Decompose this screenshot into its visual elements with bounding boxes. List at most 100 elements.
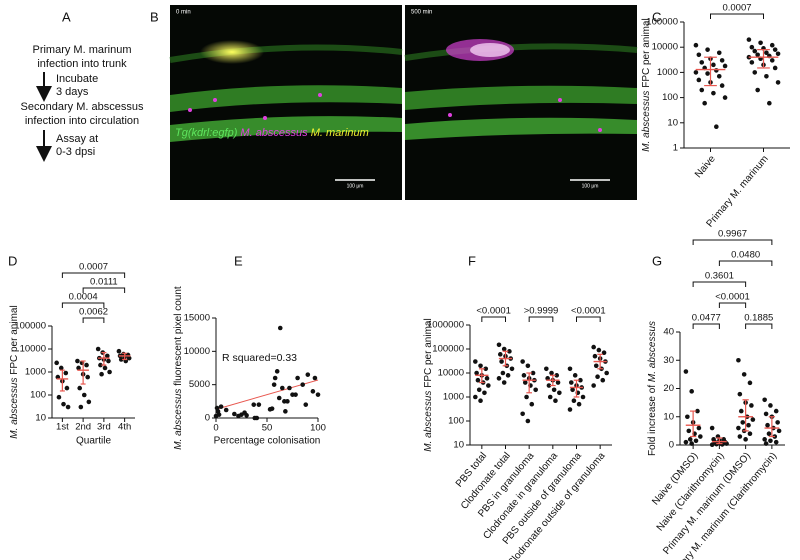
data-point bbox=[529, 401, 535, 407]
y-axis-label: M. abscessus fluorescent pixel count bbox=[173, 286, 184, 450]
data-point bbox=[216, 412, 222, 417]
significance-bracket bbox=[710, 13, 764, 19]
x-tick-label: 100 bbox=[310, 423, 326, 434]
data-point bbox=[107, 369, 112, 375]
data-point bbox=[571, 398, 577, 404]
p-value: 0.0477 bbox=[692, 313, 721, 324]
data-point bbox=[78, 404, 84, 410]
y-tick-label: 1000 bbox=[443, 392, 464, 403]
p-value: 0.0062 bbox=[79, 307, 108, 318]
data-point bbox=[714, 68, 719, 73]
significance-bracket bbox=[692, 281, 747, 287]
y-axis-label-part: M. abscessus bbox=[647, 321, 658, 382]
data-point bbox=[86, 399, 92, 405]
y-axis-label-part: FPC per animal bbox=[423, 318, 434, 390]
y-tick-label: 10 bbox=[453, 440, 464, 451]
data-point bbox=[752, 70, 758, 75]
data-point bbox=[773, 408, 779, 414]
significance-bracket bbox=[82, 317, 105, 323]
x-tick-label: 50 bbox=[262, 423, 273, 434]
step-text: Primary M. marinum bbox=[32, 44, 131, 56]
significance-bracket bbox=[718, 302, 747, 308]
data-point bbox=[775, 80, 781, 85]
data-point bbox=[763, 441, 769, 446]
data-point bbox=[280, 385, 285, 391]
x-tick-label: 3rd bbox=[97, 422, 111, 433]
data-point bbox=[591, 344, 596, 350]
data-point bbox=[764, 74, 769, 79]
p-value: 0.1885 bbox=[744, 313, 773, 324]
data-point bbox=[705, 71, 710, 76]
y-axis-label-part: FPC per animal bbox=[9, 305, 20, 377]
y-axis-label-part: Fold increase of bbox=[647, 382, 658, 456]
data-point bbox=[580, 394, 586, 400]
p-value: 0.9967 bbox=[718, 229, 747, 240]
data-point bbox=[693, 70, 699, 75]
arrow-note: Assay at bbox=[56, 133, 98, 145]
y-tick-label: 30 bbox=[663, 355, 674, 366]
y-axis-label: Fold increase of M. abscessus bbox=[647, 321, 658, 456]
significance-bracket bbox=[528, 316, 554, 322]
data-point bbox=[520, 359, 525, 364]
data-point bbox=[689, 441, 694, 446]
p-value: 0.0004 bbox=[69, 292, 98, 303]
data-point bbox=[476, 387, 482, 393]
data-point bbox=[549, 370, 554, 376]
data-point bbox=[272, 375, 278, 381]
data-point bbox=[762, 437, 767, 442]
data-point bbox=[722, 95, 728, 100]
data-point bbox=[63, 370, 69, 376]
data-point bbox=[484, 376, 490, 381]
data-point bbox=[274, 369, 280, 374]
data-point bbox=[762, 397, 767, 403]
data-point bbox=[81, 392, 87, 398]
data-point bbox=[591, 383, 596, 388]
micrograph: 0 min 100 μm Tg(kdrl:egfp) M. abscessus … bbox=[169, 5, 403, 200]
data-point bbox=[521, 373, 527, 378]
x-axis-label: Percentage colonisation bbox=[214, 436, 321, 447]
data-point bbox=[689, 389, 694, 394]
y-axis-label: M. abscessus FPC per animal bbox=[9, 305, 20, 438]
y-tick-label: 100000 bbox=[646, 17, 678, 28]
data-point bbox=[719, 83, 725, 88]
scale-bar-label: 100 μm bbox=[347, 183, 364, 189]
data-point bbox=[56, 394, 62, 400]
data-point bbox=[698, 434, 703, 439]
data-point bbox=[61, 401, 66, 407]
y-axis-label-part: M. abscessus bbox=[423, 391, 434, 452]
panel-label: C bbox=[652, 9, 661, 24]
data-point bbox=[500, 370, 506, 376]
data-point bbox=[232, 411, 237, 417]
data-point bbox=[683, 439, 689, 445]
y-tick-label: 10 bbox=[667, 117, 678, 128]
data-point bbox=[724, 441, 729, 446]
data-point bbox=[478, 398, 483, 404]
step-text: infection into trunk bbox=[37, 58, 127, 70]
y-axis-label: M. abscessus FPC per animal bbox=[641, 18, 652, 151]
data-point bbox=[555, 380, 561, 385]
data-point bbox=[709, 425, 715, 431]
data-point bbox=[696, 425, 702, 431]
y-tick-label: 10000 bbox=[438, 368, 464, 379]
data-point bbox=[747, 431, 753, 437]
data-point bbox=[509, 366, 515, 372]
data-point bbox=[315, 392, 321, 397]
data-point bbox=[496, 342, 502, 348]
significance-bracket bbox=[692, 323, 720, 329]
y-axis-label-part: M. abscessus bbox=[641, 91, 652, 152]
data-point bbox=[775, 420, 780, 425]
data-point bbox=[310, 389, 316, 394]
y-tick-label: 100 bbox=[30, 390, 46, 401]
p-value: 0.0111 bbox=[90, 277, 118, 288]
data-point bbox=[285, 399, 290, 404]
data-point bbox=[98, 362, 103, 368]
data-point bbox=[76, 365, 81, 371]
x-tick-label: Naive bbox=[693, 153, 718, 180]
time-stamp: 500 min bbox=[411, 10, 432, 16]
data-point bbox=[223, 407, 229, 413]
data-point bbox=[277, 325, 283, 331]
data-point bbox=[295, 375, 300, 381]
data-point bbox=[554, 373, 560, 378]
